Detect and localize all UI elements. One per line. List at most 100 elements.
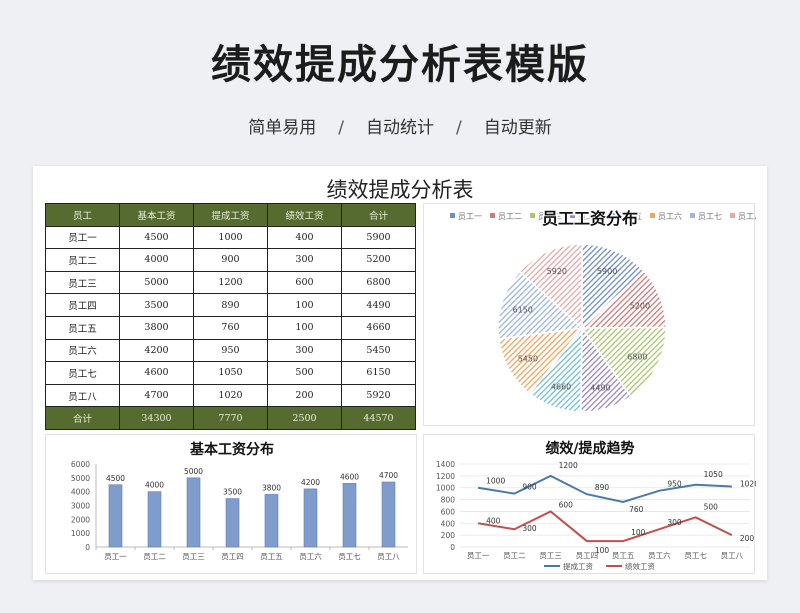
pie-slice — [581, 243, 646, 330]
legend-swatch — [610, 213, 615, 218]
y-tick-label: 0 — [85, 543, 90, 552]
x-tick-label: 员工五 — [260, 552, 283, 561]
table-cell: 员工三 — [45, 270, 120, 295]
data-label: 900 — [522, 483, 537, 492]
table-cell: 900 — [193, 248, 268, 272]
table-row: 员工三 5000 1200 600 6800 — [45, 270, 416, 295]
column-header: 绩效工资 — [267, 203, 342, 227]
bar — [264, 494, 279, 548]
table-cell: 1020 — [193, 383, 268, 408]
data-label: 4500 — [106, 474, 125, 483]
bar — [147, 491, 162, 548]
table-cell: 员工五 — [45, 315, 120, 340]
table-cell: 1050 — [193, 361, 268, 385]
table-cell: 1200 — [193, 270, 268, 295]
y-tick-label: 800 — [441, 496, 456, 505]
spreadsheet-preview: 绩效提成分析表 员工 基本工资 提成工资 绩效工资 合计 员工一 4500 1000… — [33, 166, 767, 580]
bar — [381, 481, 396, 548]
table-cell: 5900 — [341, 225, 416, 250]
table-cell: 950 — [193, 338, 268, 363]
y-tick-label: 1200 — [436, 472, 455, 481]
data-label: 950 — [667, 480, 682, 489]
table-cell: 500 — [267, 361, 342, 385]
column-header: 合计 — [341, 203, 416, 227]
table-cell: 员工六 — [45, 338, 120, 363]
data-label: 4660 — [551, 383, 571, 392]
legend-label: 员工六 — [658, 211, 682, 221]
table-cell: 4490 — [341, 293, 416, 317]
data-label: 500 — [704, 502, 719, 511]
chart-title: 绩效/提成趋势 — [545, 440, 634, 457]
column-header: 提成工资 — [193, 203, 268, 227]
table-cell: 4000 — [119, 248, 194, 272]
x-tick-label: 员工五 — [612, 551, 635, 560]
x-tick-label: 员工八 — [377, 552, 400, 561]
y-tick-label: 200 — [441, 531, 456, 540]
table-cell: 5920 — [341, 383, 416, 408]
y-tick-label: 3000 — [71, 502, 90, 511]
feature-item: 简单易用 — [248, 118, 317, 138]
bar — [186, 477, 201, 548]
legend-label: 员工五 — [618, 212, 642, 221]
legend-swatch — [530, 213, 535, 218]
table-cell: 600 — [267, 270, 342, 295]
table-row: 员工一 4500 1000 400 5900 — [45, 225, 416, 250]
table-cell: 4500 — [119, 225, 194, 250]
data-label: 100 — [631, 528, 646, 537]
line-chart: 绩效/提成趋势 0 200 400 600 800 1000 1200 1400 员工一 员工二 员工… — [436, 440, 759, 571]
separator: / — [338, 118, 344, 138]
x-tick-label: 员工六 — [299, 551, 322, 561]
x-tick-label: 员工八 — [721, 551, 744, 560]
table-total-row: 合计 34300 7770 2500 44570 — [45, 406, 416, 430]
pie-slice — [518, 243, 583, 330]
y-tick-label: 2000 — [71, 515, 90, 524]
data-label: 6150 — [512, 305, 532, 314]
legend-label: 绩效工资 — [625, 561, 655, 571]
data-label: 1000 — [486, 477, 505, 486]
data-label: 4000 — [145, 481, 164, 490]
data-label: 4700 — [379, 471, 398, 480]
pie-slice — [497, 327, 584, 395]
legend-swatch — [490, 213, 495, 218]
table-cell: 2500 — [267, 406, 342, 430]
pie-slice — [580, 270, 667, 329]
x-tick-label: 员工七 — [684, 551, 707, 560]
y-tick-label: 4000 — [71, 488, 90, 497]
feature-list: 简单易用 / 自动统计 / 自动更新 — [0, 113, 800, 138]
y-tick-label: 1000 — [436, 484, 455, 493]
table-cell: 300 — [267, 248, 342, 272]
table-cell: 6800 — [341, 270, 416, 295]
chart-title: 员工工资分布 — [542, 209, 638, 228]
x-tick-label: 员工六 — [648, 550, 671, 560]
y-tick-label: 6000 — [71, 460, 90, 469]
y-tick-label: 1400 — [436, 460, 455, 469]
data-label: 4600 — [340, 472, 359, 481]
table-cell: 员工七 — [45, 361, 120, 385]
table-cell: 100 — [267, 315, 342, 340]
table-row: 员工七 4600 1050 500 6150 — [45, 361, 416, 385]
table-cell: 4600 — [119, 361, 194, 385]
data-label: 5000 — [184, 467, 203, 476]
y-tick-label: 600 — [441, 507, 456, 516]
table-cell: 员工四 — [45, 293, 120, 317]
data-label: 1200 — [559, 461, 578, 470]
table-cell: 890 — [193, 293, 268, 317]
data-table: 员工 基本工资 提成工资 绩效工资 合计 员工一 4500 1000 400 5900 员… — [45, 203, 416, 430]
legend-label: 员工一 — [458, 212, 482, 221]
table-row: 员工二 4000 900 300 5200 — [45, 248, 416, 272]
bar — [108, 484, 123, 548]
table-cell: 3500 — [119, 293, 194, 317]
legend-swatch — [450, 213, 455, 218]
y-tick-label: 400 — [441, 519, 456, 528]
table-cell: 5450 — [341, 338, 416, 363]
pie-chart-panel: 员工一 员工二 员工三 员工四 员工五 员工六 员工七 员工八 员工工资分布 5900 5200 68… — [423, 203, 762, 426]
x-tick-label: 员工二 — [503, 551, 526, 560]
table-cell: 1000 — [193, 225, 268, 250]
table-cell: 员工一 — [45, 225, 120, 250]
table-cell: 合计 — [45, 406, 120, 430]
data-label: 5920 — [547, 267, 567, 276]
table-cell: 44570 — [341, 406, 416, 430]
legend-label: 员工四 — [578, 212, 602, 221]
table-row: 员工四 3500 890 100 4490 — [45, 293, 416, 317]
data-label: 4200 — [301, 478, 320, 487]
